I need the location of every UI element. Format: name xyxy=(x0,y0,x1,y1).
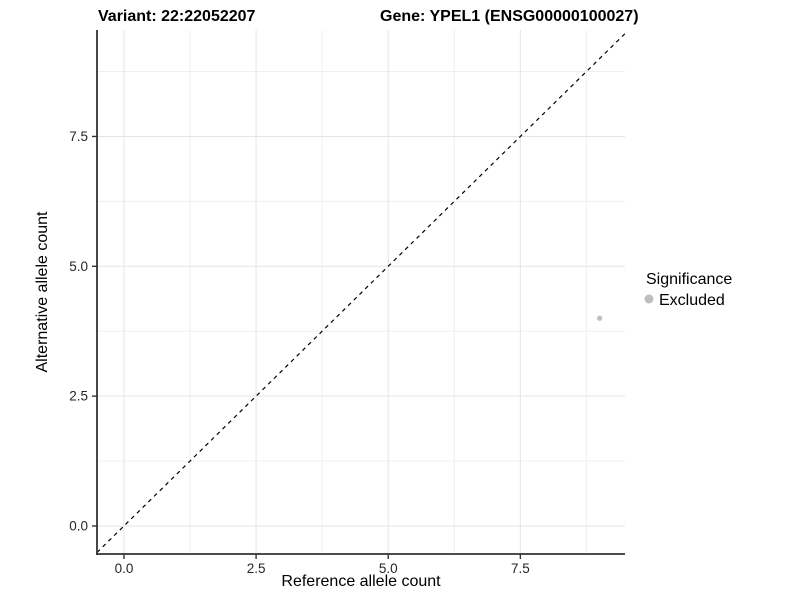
x-tick-label: 7.5 xyxy=(511,561,530,576)
x-tick-label: 5.0 xyxy=(379,561,398,576)
legend-key-dot xyxy=(644,294,654,304)
y-axis-title: Alternative allele count xyxy=(34,211,51,373)
gene-title: Gene: YPEL1 (ENSG00000100027) xyxy=(380,8,639,25)
legend-title: Significance xyxy=(646,271,732,288)
identity-dashed-line xyxy=(96,33,626,553)
data-point xyxy=(597,315,603,321)
legend-item-label: Excluded xyxy=(659,292,725,309)
data-point-layer xyxy=(597,315,603,321)
reference-line-layer xyxy=(96,33,626,553)
x-tick-label: 2.5 xyxy=(247,561,266,576)
y-tick-label: 7.5 xyxy=(69,129,88,144)
y-tick-label: 0.0 xyxy=(69,518,88,533)
axes-layer: 0.0 2.5 5.0 7.5 0.0 2.5 5.0 7.5 xyxy=(69,30,625,576)
x-tick-label: 0.0 xyxy=(115,561,134,576)
x-axis-title: Reference allele count xyxy=(281,573,441,590)
y-tick-label: 2.5 xyxy=(69,389,88,404)
variant-title: Variant: 22:22052207 xyxy=(98,8,256,25)
y-tick-label: 5.0 xyxy=(69,259,88,274)
gridline-layer xyxy=(97,30,625,554)
